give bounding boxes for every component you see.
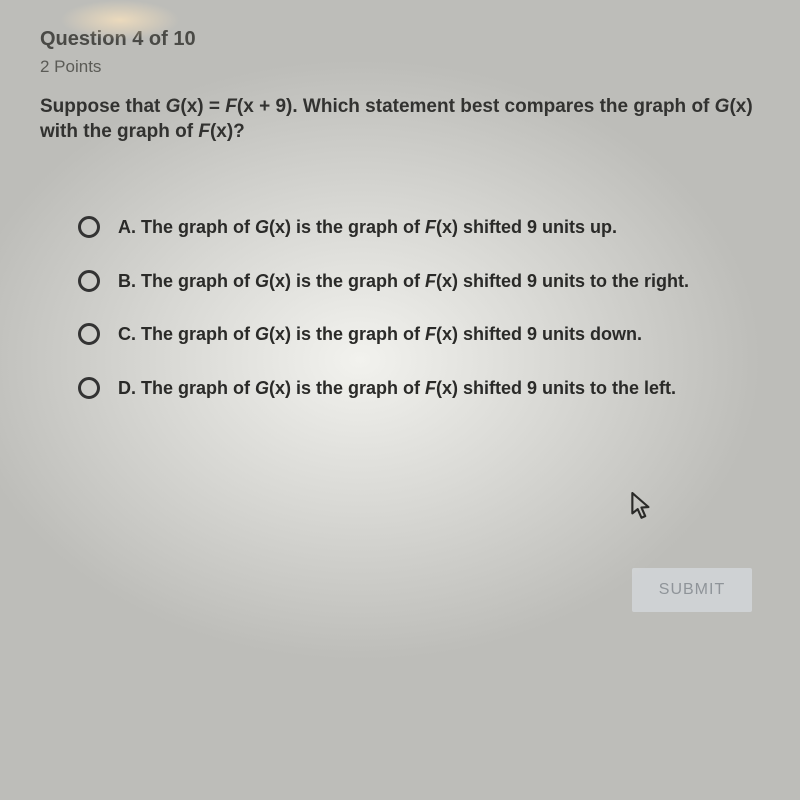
q-g: G (166, 96, 181, 117)
option-a[interactable]: A. The graph of G(x) is the graph of F(x… (78, 216, 760, 239)
option-c-letter: C. (118, 324, 136, 344)
od-pre: The graph of (141, 378, 255, 398)
ob-gx: (x) (269, 271, 291, 291)
od-tail: shifted 9 units to the left. (458, 378, 676, 398)
q-f: F (225, 96, 237, 117)
oa-f: F (425, 217, 436, 237)
ob-fx: (x) (436, 271, 458, 291)
oa-g: G (255, 217, 269, 237)
ob-pre: The graph of (141, 271, 255, 291)
od-mid: is the graph of (291, 378, 425, 398)
q-mid2: with the graph of (40, 121, 198, 142)
q-end: ? (233, 121, 245, 142)
ob-f: F (425, 271, 436, 291)
od-gx: (x) (269, 378, 291, 398)
od-fx: (x) (436, 378, 458, 398)
option-c[interactable]: C. The graph of G(x) is the graph of F(x… (78, 323, 760, 346)
radio-a[interactable] (78, 216, 100, 238)
option-d-text: D. The graph of G(x) is the graph of F(x… (118, 377, 676, 400)
option-b[interactable]: B. The graph of G(x) is the graph of F(x… (78, 270, 760, 293)
q-f2: F (198, 121, 210, 142)
option-d-letter: D. (118, 378, 136, 398)
ob-mid: is the graph of (291, 271, 425, 291)
oa-gx: (x) (269, 217, 291, 237)
oc-g: G (255, 324, 269, 344)
q-fx: (x + 9) (237, 96, 292, 117)
ob-g: G (255, 271, 269, 291)
oa-pre: The graph of (141, 217, 255, 237)
radio-c[interactable] (78, 323, 100, 345)
od-g: G (255, 378, 269, 398)
q-gx: (x) (180, 96, 203, 117)
q-g2x: (x) (729, 96, 752, 117)
question-text: Suppose that G(x) = F(x + 9). Which stat… (40, 95, 760, 144)
cursor-icon (630, 492, 654, 522)
option-b-letter: B. (118, 271, 136, 291)
oa-tail: shifted 9 units up. (458, 217, 617, 237)
question-header: Question 4 of 10 (40, 28, 760, 51)
q-f2x: (x) (210, 121, 233, 142)
oa-fx: (x) (436, 217, 458, 237)
q-g2: G (715, 96, 730, 117)
option-b-text: B. The graph of G(x) is the graph of F(x… (118, 270, 689, 293)
option-a-letter: A. (118, 217, 136, 237)
q-eq: = (204, 96, 226, 117)
q-prefix: Suppose that (40, 96, 166, 117)
option-a-text: A. The graph of G(x) is the graph of F(x… (118, 216, 617, 239)
oc-gx: (x) (269, 324, 291, 344)
options-list: A. The graph of G(x) is the graph of F(x… (40, 216, 760, 400)
radio-b[interactable] (78, 270, 100, 292)
oc-pre: The graph of (141, 324, 255, 344)
oa-mid: is the graph of (291, 217, 425, 237)
option-d[interactable]: D. The graph of G(x) is the graph of F(x… (78, 377, 760, 400)
radio-d[interactable] (78, 377, 100, 399)
q-mid: . Which statement best compares the grap… (292, 96, 714, 117)
oc-tail: shifted 9 units down. (458, 324, 642, 344)
option-c-text: C. The graph of G(x) is the graph of F(x… (118, 323, 642, 346)
submit-button[interactable]: SUBMIT (632, 568, 752, 612)
oc-fx: (x) (436, 324, 458, 344)
oc-f: F (425, 324, 436, 344)
od-f: F (425, 378, 436, 398)
ob-tail: shifted 9 units to the right. (458, 271, 689, 291)
points-label: 2 Points (40, 57, 760, 77)
oc-mid: is the graph of (291, 324, 425, 344)
